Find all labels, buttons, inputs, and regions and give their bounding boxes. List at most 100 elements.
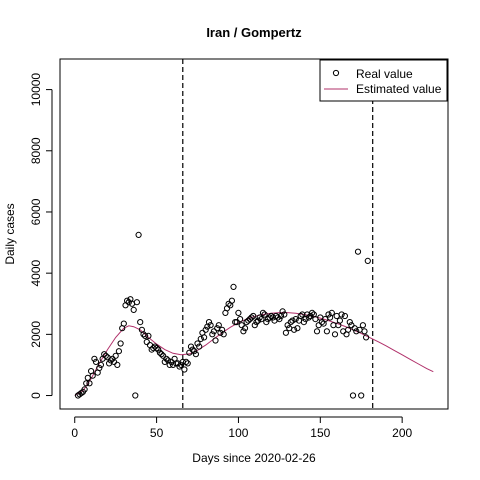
real-value-point: [281, 311, 288, 318]
real-value-point: [178, 361, 185, 368]
x-tick-label: 150: [310, 426, 330, 440]
real-value-point: [300, 319, 307, 326]
real-value-point: [142, 332, 149, 339]
x-tick-label: 50: [150, 426, 164, 440]
real-value-point: [181, 366, 188, 373]
real-value-point: [83, 380, 90, 387]
legend: Real value Estimated value: [319, 59, 448, 102]
real-value-point: [91, 355, 98, 362]
real-value-point: [289, 317, 296, 324]
real-value-point: [89, 372, 96, 379]
real-value-point: [86, 380, 93, 387]
real-value-point: [156, 349, 163, 356]
real-value-point: [338, 311, 345, 318]
real-value-point: [291, 326, 298, 333]
real-value-point: [284, 322, 291, 329]
real-value-point: [349, 392, 357, 399]
real-value-point: [84, 374, 91, 381]
real-value-point: [107, 357, 114, 364]
real-value-point: [353, 328, 360, 335]
y-tick-label: 10000: [29, 73, 43, 107]
real-value-point: [259, 309, 267, 316]
real-value-point: [323, 328, 330, 335]
real-value-point: [331, 331, 339, 338]
real-value-point: [205, 319, 213, 326]
chart-title: Iran / Gompertz: [206, 25, 302, 40]
real-value-point: [112, 352, 119, 359]
y-tick-label: 2000: [29, 321, 43, 348]
real-value-point: [158, 351, 165, 358]
real-value-point: [228, 297, 235, 304]
real-value-point: [155, 346, 162, 353]
real-value-point: [305, 314, 312, 321]
real-value-point: [282, 329, 289, 336]
real-value-point: [97, 361, 105, 368]
real-value-point: [215, 322, 222, 329]
real-value-point: [197, 335, 204, 342]
real-value-point: [241, 325, 249, 332]
real-value-point: [191, 348, 198, 355]
real-value-point: [341, 312, 348, 320]
real-value-point: [294, 325, 301, 332]
real-value-point: [96, 364, 103, 372]
real-value-point: [276, 316, 283, 323]
real-value-point: [161, 358, 168, 365]
real-value-point: [248, 314, 255, 321]
plot-frame: [59, 58, 449, 410]
real-value-point: [183, 358, 190, 365]
real-value-point: [176, 363, 183, 370]
real-value-point: [292, 316, 299, 323]
real-value-point: [363, 334, 370, 341]
real-value-point: [346, 319, 353, 326]
real-value-point: [130, 306, 137, 313]
real-value-point: [153, 345, 160, 352]
real-value-point: [202, 326, 209, 333]
real-value-point: [358, 392, 365, 399]
real-value-point: [279, 308, 286, 315]
legend-real-marker: [332, 69, 340, 77]
real-value-point: [92, 358, 100, 365]
real-value-point: [261, 311, 268, 318]
y-axis: 0 2000 4000 6000 8000 10000: [29, 73, 53, 399]
y-tick-label: 6000: [29, 198, 43, 225]
real-value-point: [210, 328, 217, 335]
real-value-point: [166, 361, 173, 368]
legend-real-label: Real value: [356, 67, 413, 81]
real-value-point: [137, 319, 144, 326]
y-tick-label: 4000: [29, 259, 43, 286]
real-value-point: [255, 317, 262, 324]
x-tick-label: 100: [228, 426, 248, 440]
y-tick-label: 0: [29, 392, 43, 399]
real-value-point: [287, 319, 294, 326]
real-value-point: [189, 346, 196, 353]
real-value-point: [274, 314, 281, 321]
real-value-point: [81, 386, 88, 393]
real-value-point: [120, 320, 127, 327]
real-value-point: [225, 300, 232, 307]
real-value-point: [132, 392, 139, 399]
real-value-point: [192, 351, 199, 358]
real-value-point: [163, 355, 170, 362]
real-value-point: [102, 352, 109, 359]
real-value-point: [309, 309, 316, 316]
legend-estimated-label: Estimated value: [356, 82, 442, 96]
real-value-point: [253, 319, 260, 326]
real-value-point: [125, 299, 132, 306]
real-value-point: [263, 319, 270, 326]
real-value-point: [133, 299, 140, 306]
real-value-point: [325, 311, 332, 318]
real-value-point: [117, 340, 124, 347]
real-value-point: [245, 317, 252, 324]
real-value-point: [124, 297, 131, 304]
x-axis: 0 50 100 150 200: [71, 416, 412, 440]
x-axis-label: Days since 2020-02-26: [192, 451, 316, 465]
x-tick-label: 200: [392, 426, 412, 440]
real-value-point: [145, 332, 152, 339]
real-value-point: [336, 317, 343, 324]
real-value-point: [313, 328, 321, 335]
plot-layer: [74, 59, 434, 409]
real-value-point: [209, 331, 216, 338]
real-value-point: [114, 361, 121, 368]
real-value-point: [359, 322, 366, 329]
